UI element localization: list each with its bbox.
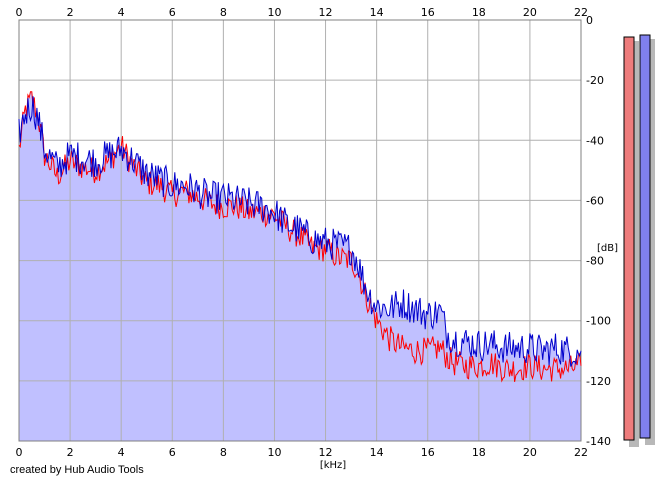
x-tick-label-top: 2 <box>67 6 74 19</box>
x-tick-label-top: 18 <box>472 6 486 19</box>
spectrum-area-fill <box>19 91 581 441</box>
right-level-meter <box>639 34 651 439</box>
y-axis-label: [dB] <box>597 243 618 254</box>
x-tick-label-top: 0 <box>16 6 23 19</box>
plot-border <box>18 19 582 442</box>
y-tick-label: -140 <box>586 435 611 448</box>
x-ticks-bottom: 0 2 4 6 8 10 12 14 16 18 20 22 <box>16 446 589 459</box>
x-tick-label-top: 6 <box>169 6 176 19</box>
x-tick-label-bottom: 8 <box>220 446 227 459</box>
y-tick-label: -120 <box>586 375 611 388</box>
x-tick-label-top: 12 <box>319 6 333 19</box>
series-layer <box>18 91 582 383</box>
x-tick-label-bottom: 14 <box>370 446 384 459</box>
area-fill-layer <box>19 91 581 441</box>
credit-text: created by Hub Audio Tools <box>10 464 144 476</box>
y-tick-label: -20 <box>586 74 604 87</box>
left-level-meter <box>623 36 635 441</box>
x-axis-label: [kHz] <box>320 460 346 471</box>
x-tick-label-bottom: 22 <box>574 446 588 459</box>
x-tick-label-top: 16 <box>421 6 435 19</box>
x-tick-label-top: 4 <box>118 6 125 19</box>
x-tick-label-bottom: 4 <box>118 446 125 459</box>
x-tick-label-bottom: 12 <box>319 446 333 459</box>
y-tick-label: 0 <box>586 14 593 27</box>
y-tick-label: -80 <box>586 255 604 268</box>
level-meters <box>623 34 655 447</box>
x-ticks-top: 0 2 4 6 8 10 12 14 16 18 20 22 <box>16 6 589 19</box>
x-tick-label-bottom: 16 <box>421 446 435 459</box>
y-tick-label: -100 <box>586 315 611 328</box>
series-line-left-channel <box>18 91 582 383</box>
x-tick-label-top: 22 <box>574 6 588 19</box>
y-tick-label: -40 <box>586 134 604 147</box>
x-tick-label-top: 10 <box>267 6 281 19</box>
x-tick-label-bottom: 20 <box>523 446 537 459</box>
x-tick-label-bottom: 18 <box>472 446 486 459</box>
y-tick-label: -60 <box>586 194 604 207</box>
x-tick-label-top: 8 <box>220 6 227 19</box>
x-tick-label-bottom: 2 <box>67 446 74 459</box>
x-tick-label-bottom: 6 <box>169 446 176 459</box>
x-tick-label-bottom: 10 <box>267 446 281 459</box>
x-tick-label-bottom: 0 <box>16 446 23 459</box>
x-tick-label-top: 14 <box>370 6 384 19</box>
x-tick-label-top: 20 <box>523 6 537 19</box>
y-ticks-right: 0 -20 -40 -60 -80 -100 -120 -140 <box>586 14 611 448</box>
series-line-right-channel <box>18 96 582 367</box>
